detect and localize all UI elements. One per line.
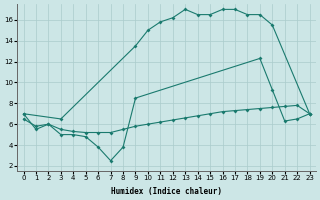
X-axis label: Humidex (Indice chaleur): Humidex (Indice chaleur): [111, 187, 222, 196]
